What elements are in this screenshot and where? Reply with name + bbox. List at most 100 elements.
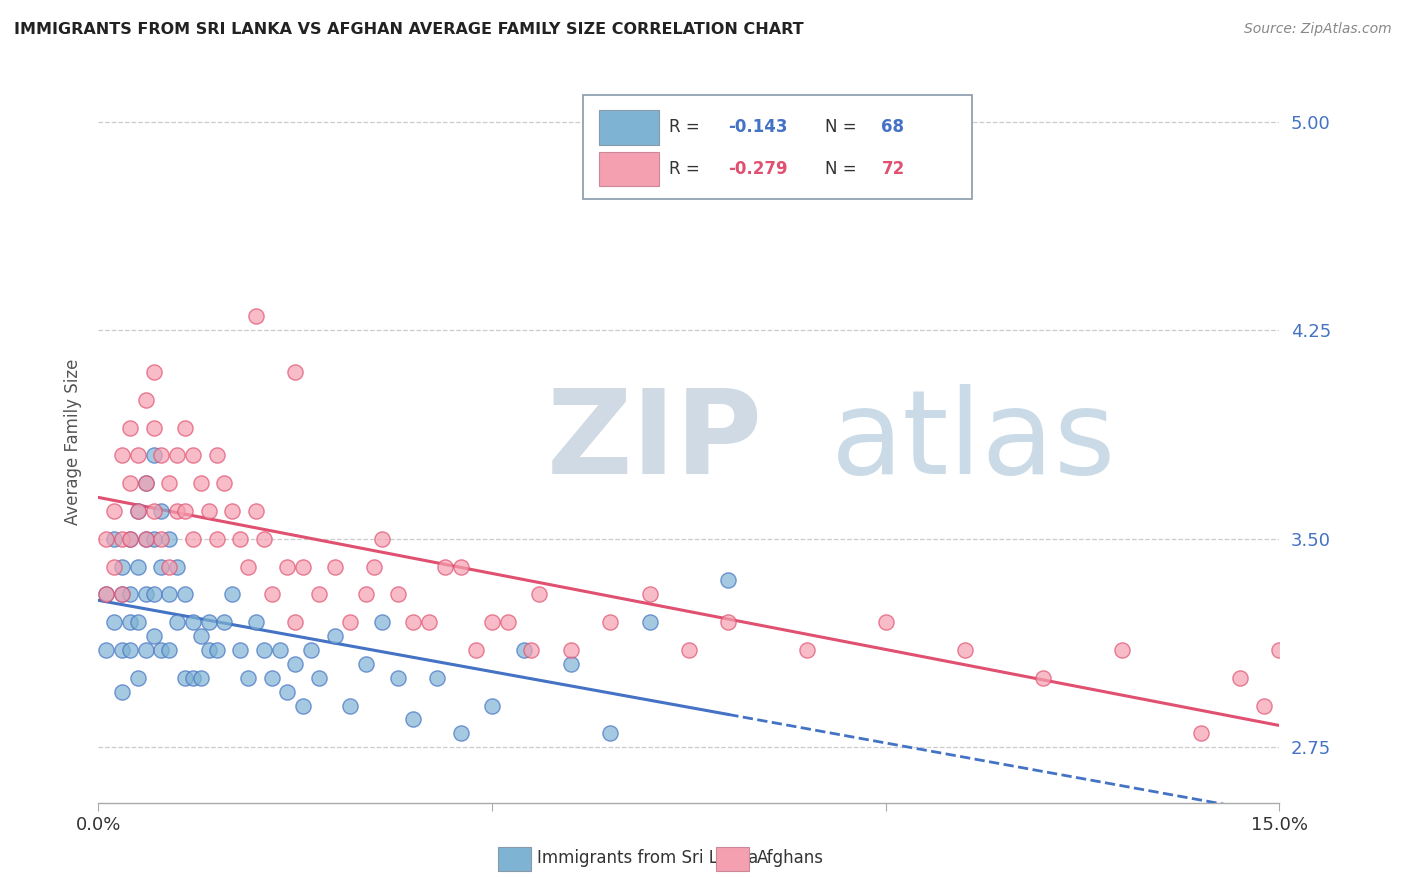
Point <box>197 643 219 657</box>
Point <box>1189 726 1212 740</box>
Point <box>157 587 180 601</box>
Point <box>433 559 456 574</box>
Point <box>174 671 197 685</box>
Point <box>135 532 157 546</box>
Point <box>127 449 149 463</box>
Point <box>308 587 330 601</box>
Point <box>118 420 141 434</box>
Point <box>638 615 661 630</box>
Point <box>118 615 141 630</box>
Point <box>418 615 440 630</box>
Point <box>308 671 330 685</box>
Point <box>103 559 125 574</box>
Point <box>354 587 377 601</box>
Point <box>339 698 361 713</box>
Text: atlas: atlas <box>831 384 1116 499</box>
Point <box>292 698 315 713</box>
Text: Source: ZipAtlas.com: Source: ZipAtlas.com <box>1244 22 1392 37</box>
Point <box>323 629 346 643</box>
Point <box>118 532 141 546</box>
Point <box>174 504 197 518</box>
Point <box>174 587 197 601</box>
Point <box>157 532 180 546</box>
Point <box>111 559 134 574</box>
Point <box>118 643 141 657</box>
Point <box>150 449 173 463</box>
Point <box>205 532 228 546</box>
Point <box>197 615 219 630</box>
Point <box>717 574 740 588</box>
Point <box>371 615 394 630</box>
Point <box>245 615 267 630</box>
Point <box>245 504 267 518</box>
Point <box>229 643 252 657</box>
Point <box>103 615 125 630</box>
Point <box>1268 643 1291 657</box>
FancyBboxPatch shape <box>599 110 659 145</box>
Text: R =: R = <box>669 161 704 178</box>
Point <box>135 643 157 657</box>
Point <box>229 532 252 546</box>
Point <box>111 532 134 546</box>
Point <box>181 449 204 463</box>
Point <box>1253 698 1275 713</box>
Point <box>481 615 503 630</box>
Point <box>190 671 212 685</box>
Point <box>323 559 346 574</box>
Point <box>796 643 818 657</box>
Point <box>157 476 180 491</box>
Point <box>245 310 267 324</box>
Point <box>276 684 298 698</box>
Point <box>560 643 582 657</box>
Point <box>111 684 134 698</box>
Text: R =: R = <box>669 119 704 136</box>
Point <box>190 476 212 491</box>
Point <box>214 476 236 491</box>
Point <box>96 587 118 601</box>
Text: Afghans: Afghans <box>756 849 824 867</box>
Point <box>599 615 621 630</box>
Point <box>221 587 243 601</box>
Point <box>157 559 180 574</box>
Point <box>135 392 157 407</box>
Point <box>118 532 141 546</box>
Point <box>529 587 551 601</box>
Point <box>214 615 236 630</box>
Point <box>560 657 582 671</box>
Point <box>450 726 472 740</box>
Point <box>142 420 165 434</box>
Point <box>181 615 204 630</box>
Text: -0.279: -0.279 <box>728 161 787 178</box>
Y-axis label: Average Family Size: Average Family Size <box>63 359 82 524</box>
Point <box>197 504 219 518</box>
Point <box>269 643 291 657</box>
Point <box>205 449 228 463</box>
Point <box>512 643 534 657</box>
Point <box>678 643 700 657</box>
Point <box>135 532 157 546</box>
Point <box>174 420 197 434</box>
Point <box>260 587 283 601</box>
Point <box>190 629 212 643</box>
Point <box>142 365 165 379</box>
Point <box>166 504 188 518</box>
Point <box>354 657 377 671</box>
Point <box>236 559 259 574</box>
Text: Immigrants from Sri Lanka: Immigrants from Sri Lanka <box>537 849 758 867</box>
Point <box>221 504 243 518</box>
Point <box>142 504 165 518</box>
Point <box>426 671 449 685</box>
Point <box>142 532 165 546</box>
Point <box>465 643 488 657</box>
Point <box>111 643 134 657</box>
Point <box>127 559 149 574</box>
Point <box>150 532 173 546</box>
Point <box>103 504 125 518</box>
Point <box>118 587 141 601</box>
Point <box>150 643 173 657</box>
Point <box>387 671 409 685</box>
Point <box>299 643 322 657</box>
Point <box>1111 643 1133 657</box>
Point <box>103 532 125 546</box>
Text: ZIP: ZIP <box>547 384 763 499</box>
